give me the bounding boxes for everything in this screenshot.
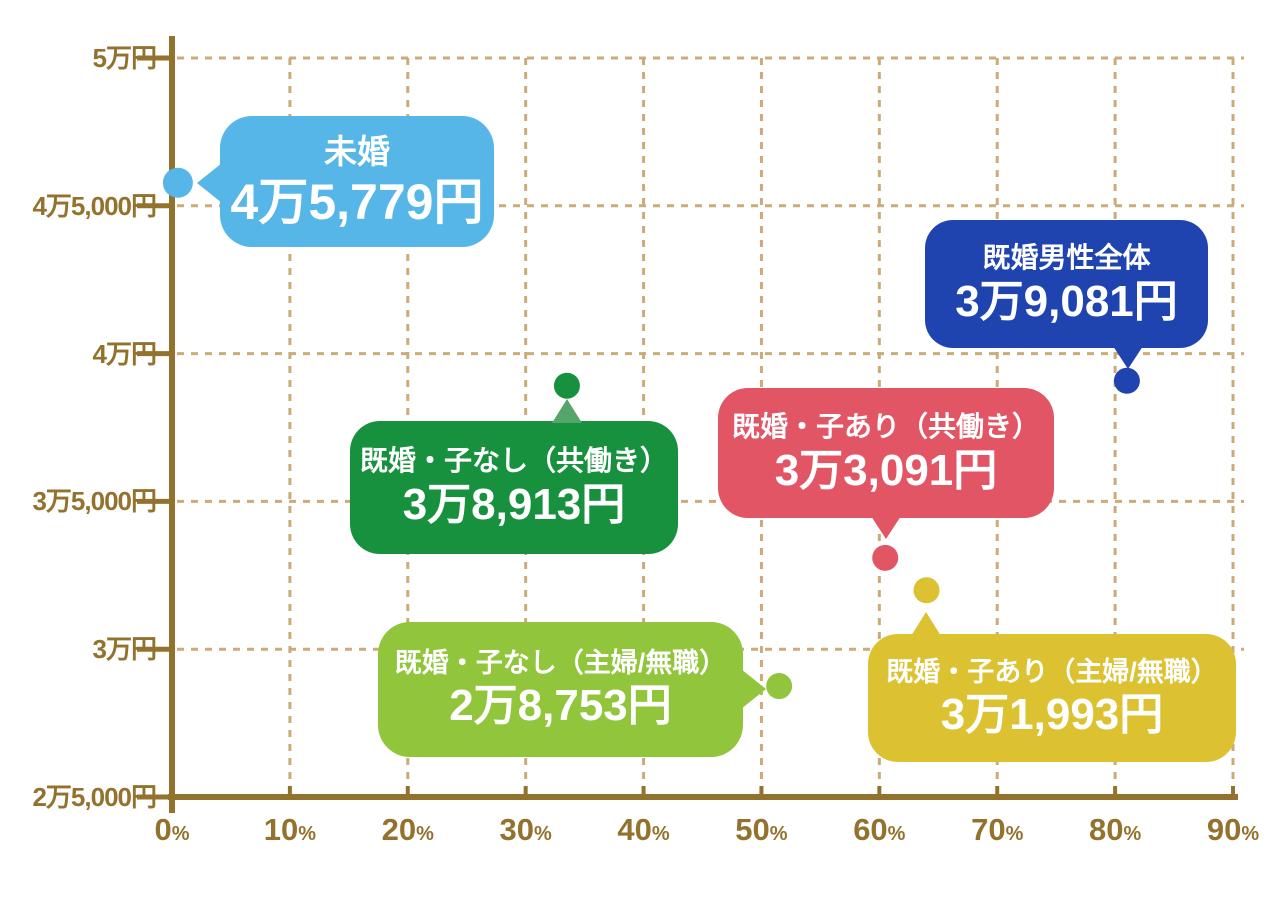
x-axis-tick-label: 90% — [1206, 812, 1260, 847]
data-point-5 — [913, 577, 940, 604]
y-axis-tick-label: 5万円 — [92, 43, 157, 73]
percent-sign: % — [769, 823, 788, 845]
callout-married-kids-dual-income: 既婚・子あり（共働き） 3万3,091円 — [718, 388, 1054, 539]
callout-married-no-kids-housewife: 既婚・子なし（主婦/無職） 2万8,753円 — [378, 622, 766, 757]
callout-value: 4万5,779円 — [230, 173, 484, 230]
callout-value: 3万9,081円 — [955, 276, 1178, 326]
callout-value: 3万8,913円 — [402, 480, 626, 529]
percent-sign: % — [416, 823, 434, 845]
y-axis-tick-label: 3万5,000円 — [32, 486, 157, 517]
callout-label: 既婚男性全体 — [982, 241, 1151, 273]
percent-sign: % — [887, 823, 906, 845]
percent-sign: % — [171, 823, 190, 845]
callout-label: 既婚・子なし（共働き） — [359, 445, 668, 477]
x-axis-tick-label: 40% — [617, 812, 670, 847]
callout-unmarried: 未婚 4万5,779円 — [197, 116, 494, 247]
x-axis-tick-label: 10% — [263, 812, 317, 847]
x-axis-tick-label: 70% — [971, 812, 1024, 847]
callout-label: 既婚・子あり（主婦/無職） — [886, 656, 1218, 687]
percent-sign: % — [1123, 823, 1142, 845]
callout-value: 2万8,753円 — [449, 681, 672, 731]
callout-married-no-kids-dual-income: 既婚・子なし（共働き） 3万8,913円 — [350, 399, 678, 554]
callout-label: 既婚・子あり（共働き） — [731, 410, 1040, 442]
callout-value: 3万3,091円 — [774, 445, 998, 495]
percent-sign: % — [651, 823, 670, 845]
callout-label: 未婚 — [324, 132, 390, 170]
y-axis-tick-label: 4万5,000円 — [32, 190, 157, 221]
percent-sign: % — [298, 823, 317, 845]
y-axis-tick-label: 2万5,000円 — [32, 782, 157, 812]
data-point-3 — [872, 544, 899, 571]
percent-sign: % — [534, 823, 552, 845]
callout-value: 3万1,993円 — [940, 689, 1164, 739]
callout-label: 既婚・子なし（主婦/無職） — [394, 648, 727, 678]
x-axis-tick-label: 80% — [1088, 812, 1142, 847]
percent-sign: % — [1241, 823, 1260, 845]
x-axis-tick-label: 20% — [381, 812, 434, 847]
percent-sign: % — [1005, 823, 1024, 845]
callout-married-men-overall: 既婚男性全体 3万9,081円 — [925, 220, 1208, 369]
data-point-0 — [162, 167, 193, 198]
y-axis-tick-label: 4万円 — [92, 338, 157, 369]
x-axis-tick-label: 30% — [499, 812, 552, 847]
y-axis-tick-label: 3万円 — [92, 634, 157, 665]
data-point-1 — [1113, 367, 1140, 394]
data-point-2 — [553, 372, 580, 399]
data-point-4 — [766, 673, 793, 700]
callout-married-kids-housewife: 既婚・子あり（主婦/無職） 3万1,993円 — [868, 612, 1236, 762]
x-axis-tick-label: 0% — [154, 812, 190, 847]
x-axis-tick-label: 60% — [853, 812, 906, 847]
x-axis-tick-label: 50% — [735, 812, 788, 847]
